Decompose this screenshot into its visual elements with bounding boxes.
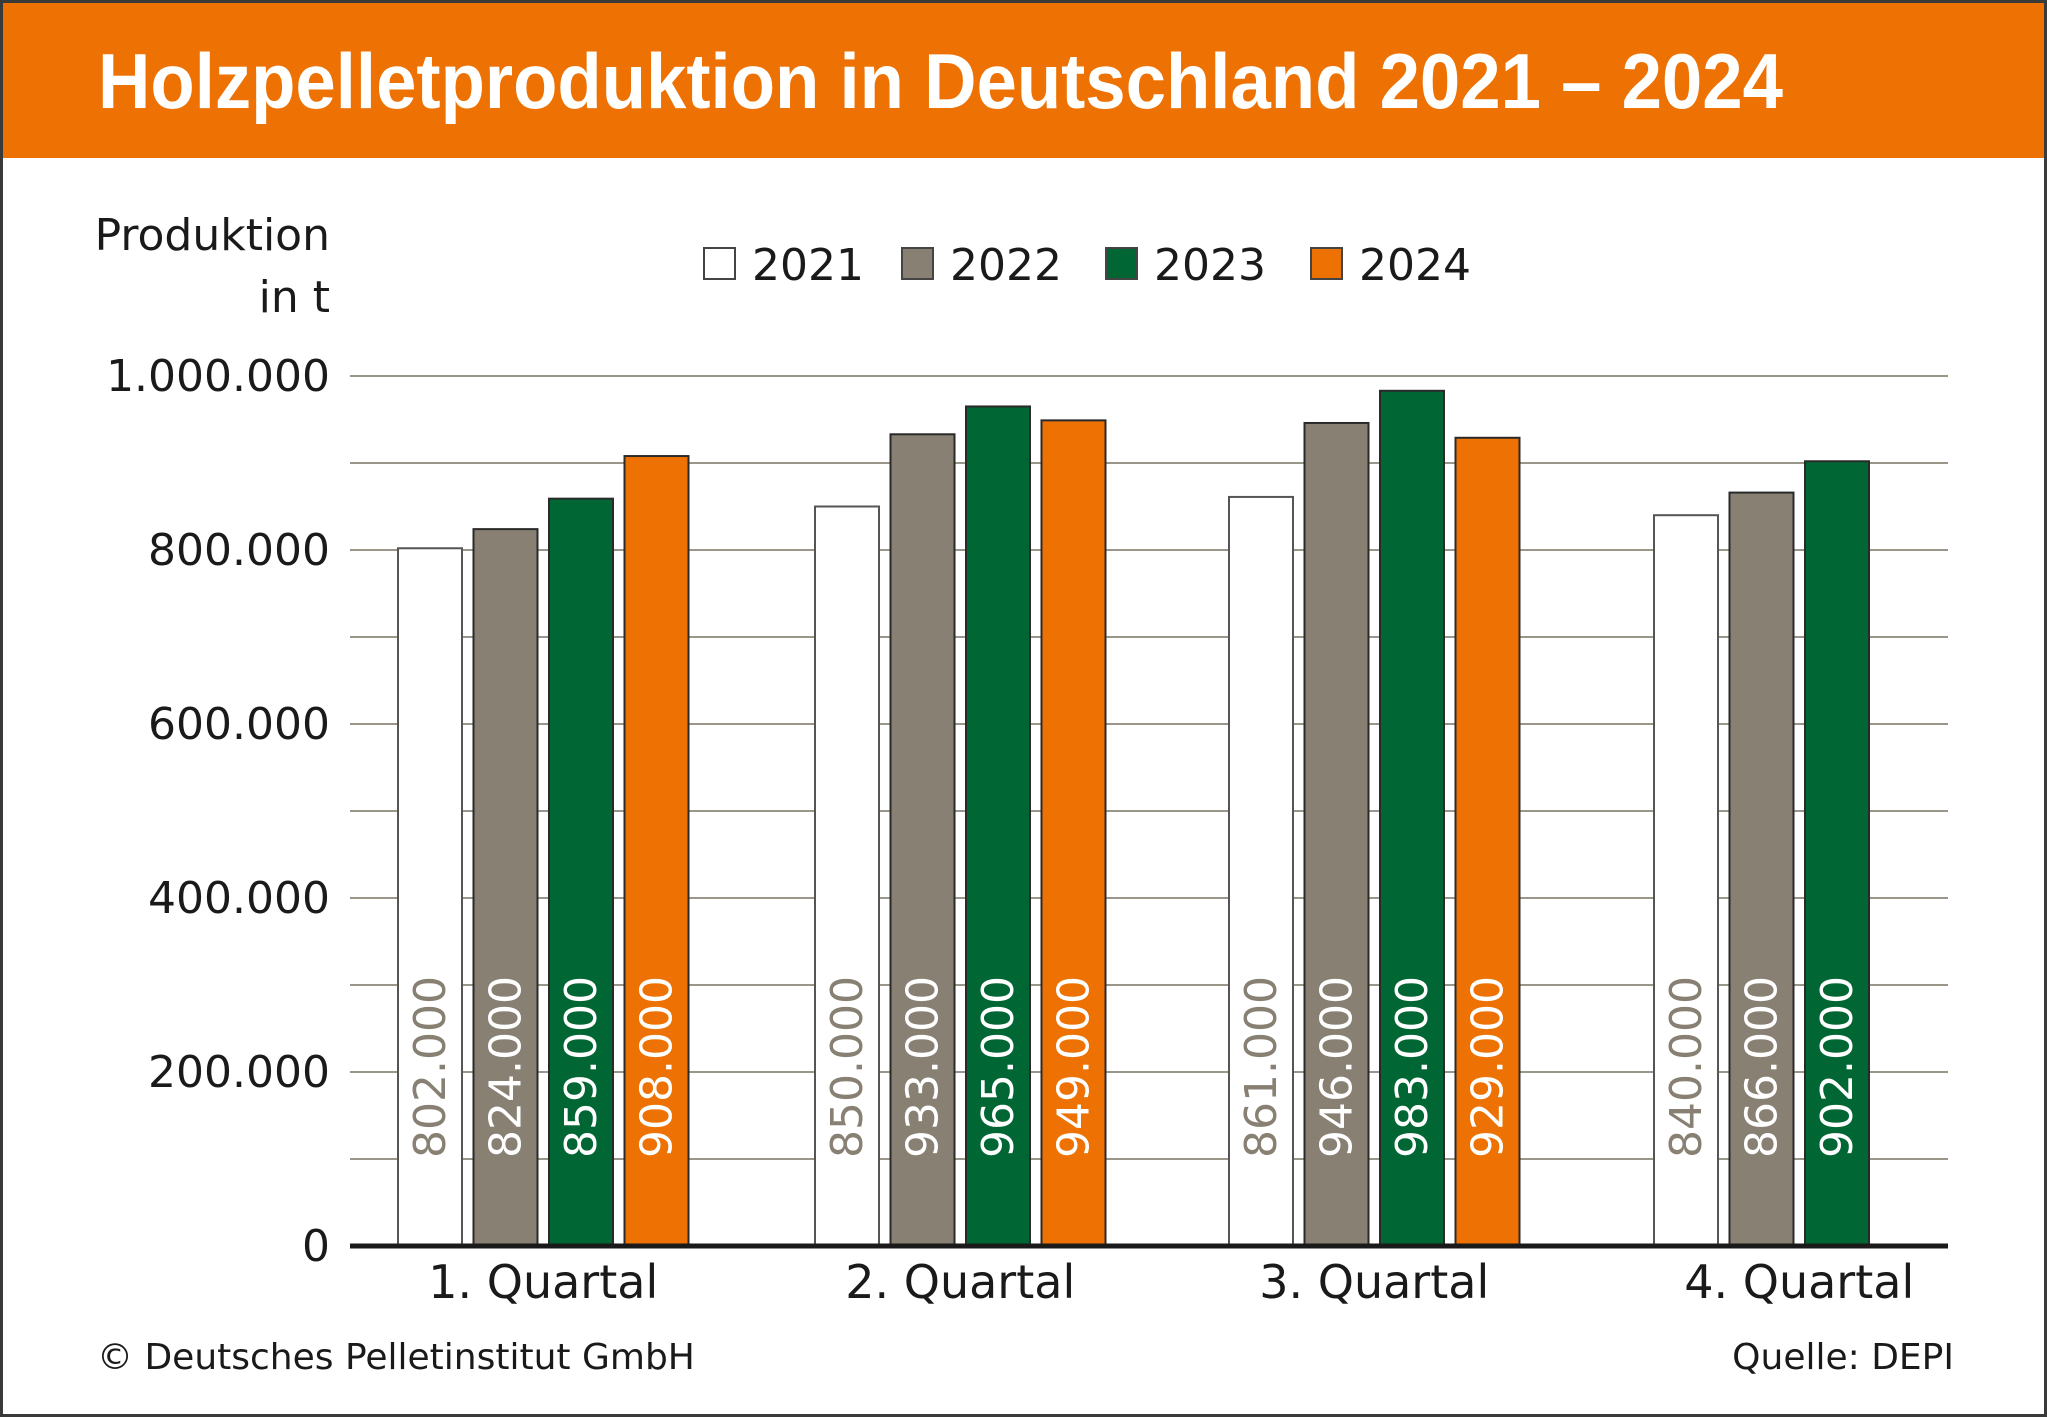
bar-value-labels: 802.000 850.000 861.000 840.000 824.000 933.0… bbox=[405, 976, 1863, 1158]
bar-2023-q1 bbox=[548, 497, 614, 1248]
y-tick-label: 400.000 bbox=[148, 873, 330, 924]
y-tick-label: 800.000 bbox=[148, 525, 330, 576]
x-tick-label: 1. Quartal bbox=[428, 1255, 658, 1309]
source-text: Quelle: DEPI bbox=[1732, 1337, 1954, 1378]
bar-2023-q2 bbox=[965, 405, 1031, 1247]
bar-2022-q4 bbox=[1728, 491, 1795, 1247]
legend-swatch-2024 bbox=[1310, 247, 1343, 280]
bar-value-label: 861.000 bbox=[1236, 976, 1287, 1158]
bar-value-label: 929.000 bbox=[1463, 976, 1514, 1158]
bars bbox=[397, 389, 1870, 1248]
bar-2024-q2 bbox=[1040, 419, 1107, 1247]
bar-value-label: 859.000 bbox=[556, 976, 607, 1158]
legend-label-2022: 2022 bbox=[950, 240, 1062, 291]
title-bar: Holzpelletproduktion in Deutschland 2021… bbox=[3, 3, 2044, 158]
bar-2022-q2 bbox=[889, 433, 956, 1248]
bar-value-label: 933.000 bbox=[898, 976, 949, 1158]
chart-title: Holzpelletproduktion in Deutschland 2021… bbox=[98, 37, 1783, 125]
bar-value-label: 866.000 bbox=[1737, 976, 1788, 1158]
bar-value-label: 824.000 bbox=[481, 976, 532, 1158]
y-tick-label: 1.000.000 bbox=[106, 351, 330, 402]
bar-value-label: 983.000 bbox=[1387, 976, 1438, 1158]
y-tick-label: 600.000 bbox=[148, 699, 330, 750]
legend-swatch-2023 bbox=[1105, 247, 1138, 280]
legend-label-2024: 2024 bbox=[1359, 240, 1471, 291]
bar-value-label: 850.000 bbox=[822, 976, 873, 1158]
bar-2021-q4 bbox=[1653, 514, 1719, 1247]
y-axis-title-line: Produktion bbox=[95, 210, 330, 261]
bar-value-label: 946.000 bbox=[1312, 976, 1363, 1158]
bar-value-label: 965.000 bbox=[973, 976, 1024, 1158]
legend-swatch-2021 bbox=[703, 247, 736, 280]
legend: 2021 2022 2023 2024 bbox=[703, 240, 1471, 291]
bar-value-label: 949.000 bbox=[1049, 976, 1100, 1158]
x-tick-label: 4. Quartal bbox=[1684, 1255, 1914, 1309]
legend-label-2021: 2021 bbox=[752, 240, 864, 291]
bar-value-label: 840.000 bbox=[1661, 976, 1712, 1158]
bar-2024-q1 bbox=[623, 455, 690, 1248]
bar-value-label: 802.000 bbox=[405, 976, 456, 1158]
bar-value-label: 908.000 bbox=[632, 976, 683, 1158]
x-tick-label: 2. Quartal bbox=[845, 1255, 1075, 1309]
y-axis-title: Produktion in t bbox=[95, 210, 330, 323]
bar-2023-q3 bbox=[1379, 389, 1445, 1248]
bar-2023-q4 bbox=[1804, 460, 1870, 1247]
y-tick-label: 200.000 bbox=[148, 1047, 330, 1098]
y-axis-tick-labels: 0 200.000 400.000 600.000 800.000 1.000.000 bbox=[106, 351, 330, 1272]
legend-swatch-2022 bbox=[901, 247, 934, 280]
bar-2022-q1 bbox=[472, 528, 539, 1247]
bar-2021-q3 bbox=[1228, 495, 1294, 1247]
copyright-text: © Deutsches Pelletinstitut GmbH bbox=[97, 1337, 695, 1378]
y-tick-label: 0 bbox=[302, 1221, 330, 1272]
bar-value-label: 902.000 bbox=[1812, 976, 1863, 1158]
y-axis-title-line: in t bbox=[259, 272, 330, 323]
legend-label-2023: 2023 bbox=[1154, 240, 1266, 291]
bar-2024-q3 bbox=[1454, 436, 1521, 1247]
x-tick-label: 3. Quartal bbox=[1259, 1255, 1489, 1309]
x-axis-tick-labels: 1. Quartal 2. Quartal 3. Quartal 4. Quartal bbox=[428, 1255, 1914, 1309]
